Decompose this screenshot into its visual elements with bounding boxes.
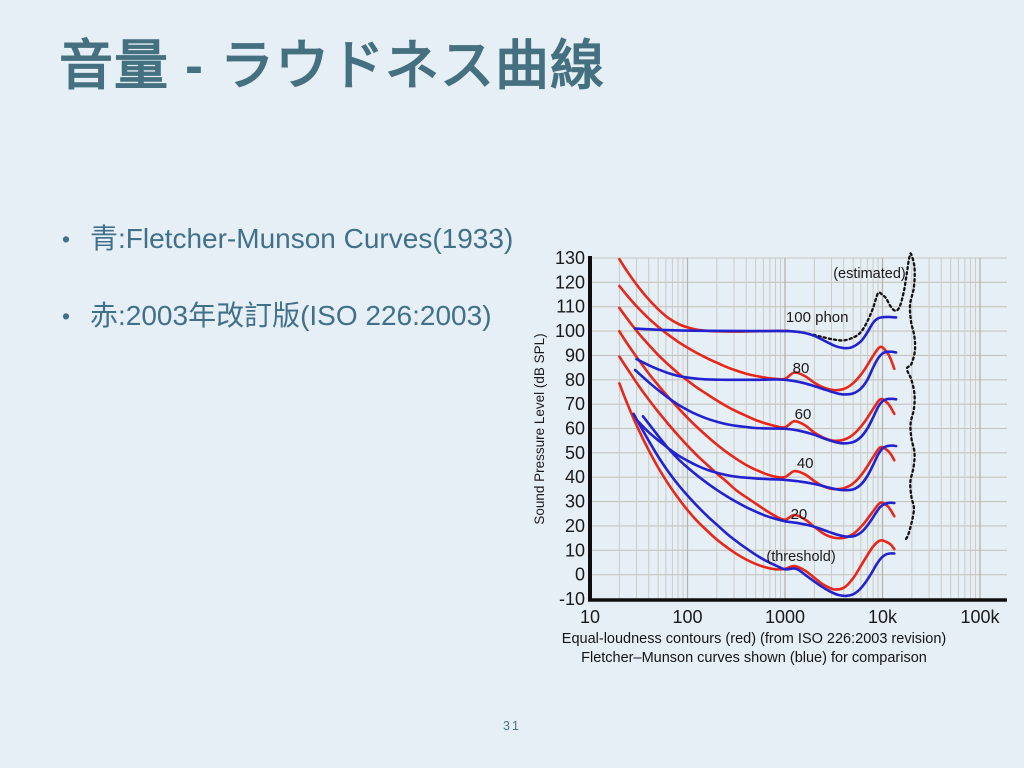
- y-tick-label: 0: [575, 565, 585, 585]
- y-tick-label: 50: [565, 443, 585, 463]
- curve-fm-60: [633, 368, 898, 445]
- y-tick-label: 120: [555, 272, 585, 292]
- curve-iso-threshold: [618, 382, 896, 591]
- curve-label: (estimated): [833, 266, 906, 282]
- curve-fm-80: [635, 350, 898, 396]
- y-axis-title: Sound Pressure Level (dB SPL): [532, 333, 547, 524]
- bullet-marker: •: [62, 303, 71, 329]
- x-tick-label: 10k: [868, 607, 898, 627]
- y-tick-label: 100: [555, 321, 585, 341]
- curve-label: 60: [795, 406, 812, 423]
- bullet-list: • 青:Fletcher-Munson Curves(1933) • 赤:200…: [62, 221, 513, 375]
- equal-loudness-chart: -10 0 10 20 30 40 50 60 70 80 90 100 110 120 130 10 100 1…: [532, 243, 1010, 667]
- chart-caption: Equal-loudness contours (red) (from ISO …: [532, 630, 1010, 667]
- curve-fm-40: [636, 419, 898, 492]
- curve-iso-20: [618, 355, 896, 540]
- curve-fm-20: [641, 415, 896, 539]
- list-item: • 青:Fletcher-Munson Curves(1933): [62, 221, 513, 257]
- list-item: • 赤:2003年改訂版(ISO 226:2003): [62, 298, 513, 334]
- y-tick-label: 80: [565, 370, 585, 390]
- x-tick-label: 10: [580, 607, 600, 627]
- caption-line-1: Equal-loudness contours (red) (from ISO …: [561, 631, 947, 647]
- y-tick-label: 20: [565, 516, 585, 536]
- curve-label: 20: [791, 506, 808, 523]
- curve-estimated-limits: [785, 252, 917, 542]
- y-tick-label: 130: [555, 248, 585, 268]
- y-tick-label: -10: [559, 589, 585, 609]
- y-tick-label: 70: [565, 394, 585, 414]
- x-tick-label: 1000: [765, 607, 805, 627]
- y-tick-label: 30: [565, 492, 585, 512]
- curve-label: (threshold): [766, 549, 835, 565]
- y-tick-label: 40: [565, 467, 585, 487]
- curve-label: 40: [797, 455, 814, 472]
- x-tick-label: 100k: [960, 607, 1000, 627]
- x-tick-label: 100: [672, 607, 702, 627]
- curve-fm-threshold: [632, 412, 896, 598]
- curve-fm-100: [633, 315, 898, 350]
- equal-loudness-contours-plot: -10 0 10 20 30 40 50 60 70 80 90 100 110 120 130 10 100 1…: [532, 248, 1007, 627]
- curve-iso-80: [618, 284, 896, 392]
- bullet-text-red-curves: 赤:2003年改訂版(ISO 226:2003): [90, 300, 492, 331]
- curve-label: 80: [793, 360, 810, 377]
- y-tick-label: 90: [565, 345, 585, 365]
- slide-title: 音量 - ラウドネス曲線: [59, 36, 605, 96]
- page-number: 31: [503, 719, 521, 733]
- curve-iso-100: [618, 257, 789, 333]
- y-tick-label: 10: [565, 540, 585, 560]
- caption-line-2: Fletcher–Munson curves shown (blue) for …: [581, 649, 927, 666]
- bullet-marker: •: [62, 226, 71, 252]
- y-tick-label: 110: [556, 297, 585, 317]
- bullet-text-blue-curves: 青:Fletcher-Munson Curves(1933): [90, 223, 514, 254]
- y-tick-label: 60: [565, 419, 585, 439]
- curve-label: 100 phon: [786, 309, 849, 326]
- curve-iso-60: [618, 306, 896, 443]
